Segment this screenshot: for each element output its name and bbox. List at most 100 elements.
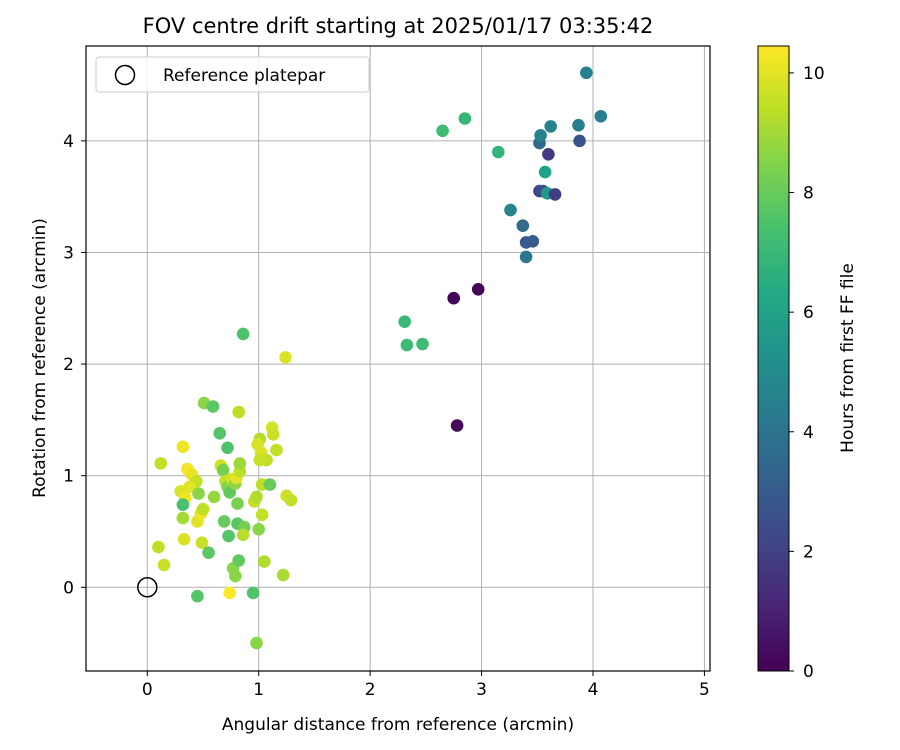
data-point [492, 145, 505, 159]
x-axis-label: Angular distance from reference (arcmin) [222, 715, 574, 735]
data-point [542, 148, 555, 161]
legend-label: Reference platepar [163, 66, 325, 86]
data-point [450, 419, 464, 432]
x-tick-label: 3 [476, 680, 487, 700]
data-point [216, 463, 230, 477]
data-point [471, 283, 485, 296]
data-point [284, 493, 298, 507]
data-point [183, 480, 196, 494]
data-point [232, 405, 245, 419]
chart-title: FOV centre drift starting at 2025/01/17 … [143, 14, 654, 38]
data-point [217, 515, 231, 528]
data-point [538, 165, 552, 179]
data-point [177, 533, 191, 546]
y-axis-label: Rotation from reference (arcmin) [30, 218, 50, 498]
colorbar: 0 2 4 6 8 10 Hours from first FF file [757, 45, 858, 682]
reference-marker-layer [137, 577, 158, 598]
data-point [266, 428, 280, 441]
data-point [258, 555, 271, 568]
plot-frame [85, 45, 711, 672]
data-point [252, 523, 265, 536]
colorbar-tick-label: 10 [803, 64, 825, 84]
data-point [191, 589, 204, 603]
data-point [195, 536, 209, 549]
x-tick-label: 1 [253, 680, 264, 700]
data-point [516, 219, 530, 232]
data-point [236, 327, 250, 341]
data-point [279, 351, 292, 364]
data-point [270, 443, 283, 457]
data-point [398, 315, 412, 329]
data-point [572, 118, 585, 132]
data-point [192, 487, 205, 500]
colorbar-ticks: 0 2 4 6 8 10 [789, 64, 825, 682]
y-axis-ticks: 0 1 2 3 4 [63, 132, 86, 598]
data-point [152, 540, 165, 554]
x-tick-label: 5 [699, 680, 710, 700]
colorbar-tick-label: 8 [803, 184, 814, 204]
reference-platepar-marker [137, 577, 158, 598]
data-point [580, 66, 593, 80]
legend-marker-icon [114, 64, 136, 86]
data-point [223, 586, 236, 600]
gridlines [86, 46, 710, 671]
data-point [246, 586, 260, 600]
data-point [544, 120, 557, 133]
data-point [436, 124, 449, 138]
data-point [231, 497, 244, 510]
data-point [176, 511, 190, 525]
colorbar-tick-label: 0 [803, 662, 814, 682]
data-point [229, 569, 242, 583]
data-point [176, 440, 190, 454]
data-point [594, 110, 608, 123]
colorbar-tick-label: 4 [803, 423, 814, 443]
data-point [260, 453, 273, 467]
y-tick-label: 0 [63, 578, 74, 598]
legend: Reference platepar [95, 56, 370, 93]
data-point [263, 478, 277, 491]
data-point [519, 250, 533, 264]
x-tick-label: 0 [142, 680, 153, 700]
data-point [233, 457, 247, 470]
colorbar-gradient [757, 45, 790, 672]
data-point [207, 490, 221, 504]
data-point [255, 508, 269, 522]
x-tick-label: 2 [365, 680, 376, 700]
x-axis-ticks: 0 1 2 3 4 5 [142, 671, 710, 700]
data-point [202, 546, 215, 559]
data-point [573, 134, 586, 148]
data-point [236, 528, 250, 542]
y-tick-label: 1 [63, 467, 74, 487]
data-point [400, 338, 414, 352]
colorbar-tick-label: 2 [803, 542, 814, 562]
colorbar-label: Hours from first FF file [838, 263, 858, 453]
data-point [206, 400, 220, 413]
data-point [416, 337, 429, 351]
data-point [504, 203, 517, 217]
y-tick-label: 4 [63, 132, 74, 152]
data-point [232, 554, 245, 567]
data-points [152, 66, 608, 650]
data-point [196, 502, 210, 516]
data-point [458, 112, 472, 125]
y-tick-label: 2 [63, 355, 74, 375]
data-point [221, 441, 234, 455]
data-point [276, 568, 290, 582]
legend-box [95, 56, 370, 93]
data-point [534, 129, 547, 142]
data-point [222, 529, 235, 543]
x-tick-label: 4 [588, 680, 599, 700]
data-point [154, 457, 167, 470]
data-point [157, 558, 171, 572]
data-point [176, 498, 190, 512]
data-point [250, 636, 263, 650]
colorbar-tick-label: 6 [803, 303, 814, 323]
data-point [447, 291, 461, 305]
data-point [250, 490, 263, 504]
data-point [213, 427, 226, 440]
data-point [548, 188, 562, 201]
y-tick-label: 3 [63, 243, 74, 263]
data-point [526, 235, 540, 248]
